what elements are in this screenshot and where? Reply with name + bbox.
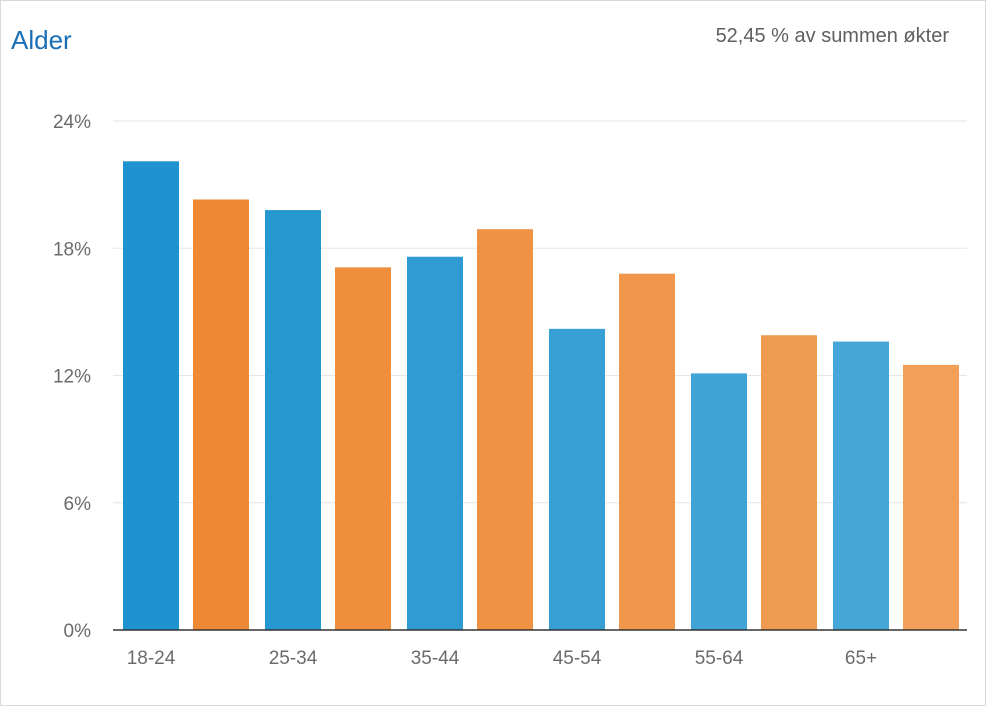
x-tick-label: 25-34 [269,648,318,669]
x-tick-label: 55-64 [695,648,744,669]
chart-title: Alder [11,25,72,55]
bar-65+-1 [903,364,959,630]
bar-35-44-1 [477,229,533,630]
bar-45-54-0 [549,328,605,630]
x-tick-label: 65+ [845,648,877,669]
sessions-summary: 52,45 % av summen økter [715,25,949,47]
bar-18-24-1 [193,199,249,631]
bar-65+-0 [833,341,889,630]
y-tick-label: 0% [64,621,92,642]
bar-35-44-0 [407,256,463,630]
bar-55-64-0 [691,373,747,630]
bar-25-34-1 [335,267,391,630]
bar-25-34-0 [265,210,321,630]
x-tick-label: 18-24 [127,648,176,669]
bar-18-24-0 [123,161,179,630]
x-tick-label: 35-44 [411,648,460,669]
y-tick-label: 12% [53,367,91,388]
bar-45-54-1 [619,273,675,630]
x-tick-label: 45-54 [553,648,602,669]
y-tick-label: 6% [64,494,92,515]
y-tick-label: 24% [53,112,91,133]
bar-55-64-1 [761,335,817,630]
y-tick-label: 18% [53,239,91,260]
